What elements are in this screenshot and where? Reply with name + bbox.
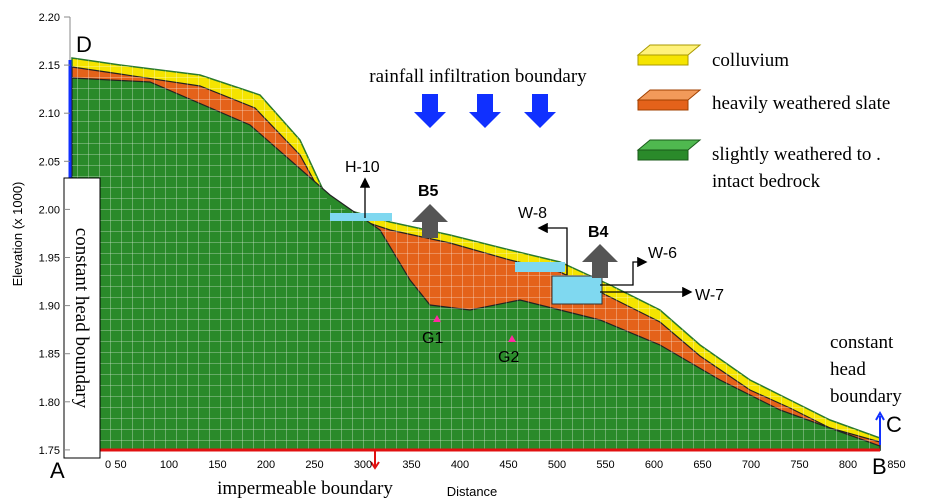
right-boundary: head (830, 359, 866, 380)
legend-swatch (638, 150, 688, 160)
y-tick-label: 1.95 (39, 253, 60, 265)
x-tick-label: 100 (160, 459, 178, 471)
x-tick-label: 350 (402, 459, 420, 471)
label: W-8 (518, 205, 547, 222)
x-tick-label: 600 (645, 459, 663, 471)
x-tick-label: 300 (354, 459, 372, 471)
y-tick-label: 1.75 (39, 445, 60, 457)
legend-label: heavily weathered slate (712, 93, 890, 114)
legend-label: intact bedrock (712, 171, 821, 192)
y-axis-label: Elevation (x 1000) (10, 182, 25, 287)
water-h10 (330, 213, 392, 221)
x-tick-label: 650 (693, 459, 711, 471)
y-tick-label: 2.00 (39, 204, 60, 216)
y-tick-label: 2.10 (39, 108, 60, 120)
legend-label: slightly weathered to . (712, 144, 881, 165)
label: W-6 (648, 245, 677, 262)
label: B4 (588, 224, 609, 241)
figure: colluvium heavily weathered slate slight… (0, 0, 944, 500)
x-tick-label: 500 (548, 459, 566, 471)
x-tick-label: 450 (499, 459, 517, 471)
y-tick-label: 1.80 (39, 397, 60, 409)
x-tick-label: 550 (596, 459, 614, 471)
rain-arrows (414, 94, 556, 128)
x-tick-label: 850 (887, 459, 905, 471)
y-tick-label: 1.90 (39, 301, 60, 313)
x-tick-label: 250 (305, 459, 323, 471)
y-tick-label: 2.05 (39, 156, 60, 168)
x-tick-label: 150 (208, 459, 226, 471)
label: H-10 (345, 159, 380, 176)
y-tick-label: 1.85 (39, 349, 60, 361)
water-w8 (515, 262, 565, 272)
legend-swatch (638, 55, 688, 65)
y-tick-label: 2.15 (39, 60, 60, 72)
x-tick-label: 200 (257, 459, 275, 471)
right-boundary: constant (830, 332, 894, 353)
legend-swatch (638, 100, 688, 110)
x-tick-label: 750 (790, 459, 808, 471)
bottom-boundary: impermeable boundary (217, 478, 393, 499)
x-tick-label: 50 (114, 459, 126, 471)
label: W-7 (695, 287, 724, 304)
label: B5 (418, 183, 439, 200)
left-boundary: constant head boundary (71, 228, 92, 409)
x-tick-label: 400 (451, 459, 469, 471)
label: G1 (422, 330, 443, 347)
water-b4 (552, 276, 602, 304)
x-tick-label: 0 (105, 459, 111, 471)
legend-label: colluvium (712, 50, 789, 71)
x-tick-label: 700 (742, 459, 760, 471)
x-axis-label: Distance (447, 484, 498, 499)
x-tick-label: 800 (839, 459, 857, 471)
b4-arrow (582, 244, 618, 278)
label: G2 (498, 349, 519, 366)
corner: C (886, 412, 902, 437)
corner: A (50, 458, 65, 483)
corner: D (76, 32, 92, 57)
y-tick-label: 2.20 (39, 12, 60, 24)
right-boundary: boundary (830, 386, 902, 407)
bottom-arrow (371, 450, 379, 468)
top-boundary: rainfall infiltration boundary (369, 66, 587, 87)
corner: B (872, 454, 887, 479)
